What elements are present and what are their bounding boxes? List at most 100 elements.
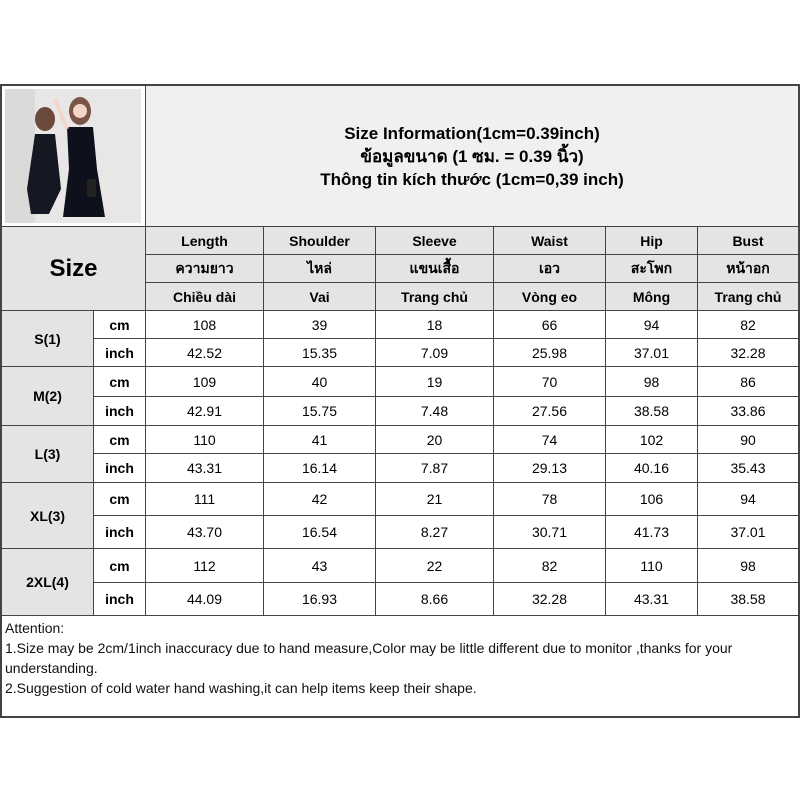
unit-label: cm [93, 425, 146, 454]
attention-note: 2.Suggestion of cold water hand washing,… [5, 680, 477, 696]
measurement-cell: 78 [493, 482, 606, 516]
column-header-th: เอว [493, 254, 606, 283]
measurement-cell: 16.14 [263, 453, 376, 483]
size-label: 2XL(4) [1, 548, 94, 616]
measurement-cell: 7.87 [375, 453, 494, 483]
attention-notes: Attention: 1.Size may be 2cm/1inch inacc… [1, 615, 799, 717]
unit-label: inch [93, 582, 146, 616]
measurement-cell: 7.09 [375, 338, 494, 367]
size-label: L(3) [1, 425, 94, 483]
measurement-cell: 18 [375, 310, 494, 339]
measurement-cell: 33.86 [697, 396, 799, 426]
unit-label: inch [93, 453, 146, 483]
measurement-cell: 20 [375, 425, 494, 454]
table-row: inch 43.31 16.14 7.87 29.13 40.16 35.43 [2, 453, 799, 483]
table-row: L(3) cm 110 41 20 74 102 90 [1, 425, 799, 483]
title-english: Size Information(1cm=0.39inch) [344, 123, 600, 143]
table-row: S(1) cm 108 39 18 66 94 82 [1, 310, 799, 367]
measurement-cell: 44.09 [145, 582, 264, 616]
measurement-cell: 111 [145, 482, 264, 516]
measurement-cell: 110 [145, 425, 264, 454]
measurement-cell: 43.31 [605, 582, 698, 616]
measurement-cell: 35.43 [697, 453, 799, 483]
measurement-cell: 41.73 [605, 515, 698, 549]
measurement-cell: 37.01 [605, 338, 698, 367]
measurement-cell: 27.56 [493, 396, 606, 426]
measurement-cell: 40 [263, 366, 376, 397]
table-row: inch 44.09 16.93 8.66 32.28 43.31 38.58 [2, 582, 799, 616]
measurement-cell: 70 [493, 366, 606, 397]
column-header-vi: Mông [605, 282, 698, 311]
attention-heading: Attention: [5, 620, 65, 636]
measurement-cell: 98 [697, 548, 799, 583]
table-row: XL(3) cm 111 42 21 78 106 94 [1, 482, 799, 549]
measurement-cell: 43.70 [145, 515, 264, 549]
size-label: XL(3) [1, 482, 94, 549]
measurement-cell: 39 [263, 310, 376, 339]
column-header-th: ความยาว [145, 254, 264, 283]
measurement-cell: 108 [145, 310, 264, 339]
measurement-cell: 82 [493, 548, 606, 583]
unit-label: cm [93, 310, 146, 339]
column-header-th: แขนเสื้อ [375, 254, 494, 283]
measurement-cell: 41 [263, 425, 376, 454]
measurement-cell: 42.91 [145, 396, 264, 426]
size-header: Size [1, 226, 146, 311]
dress-model-image [5, 89, 141, 223]
measurement-cell: 112 [145, 548, 264, 583]
unit-label: cm [93, 482, 146, 516]
measurement-cell: 8.66 [375, 582, 494, 616]
column-header-vi: Trang chủ [375, 282, 494, 311]
table-row: inch 42.52 15.35 7.09 25.98 37.01 32.28 [2, 338, 799, 367]
measurement-cell: 15.35 [263, 338, 376, 367]
column-header-th: ไหล่ [263, 254, 376, 283]
measurement-cell: 66 [493, 310, 606, 339]
column-header-en: Sleeve [375, 226, 494, 255]
measurement-cell: 94 [605, 310, 698, 339]
measurement-cell: 82 [697, 310, 799, 339]
measurement-cell: 74 [493, 425, 606, 454]
measurement-cell: 102 [605, 425, 698, 454]
column-header-vi: Vai [263, 282, 376, 311]
measurement-cell: 43.31 [145, 453, 264, 483]
size-info-title: Size Information(1cm=0.39inch) ข้อมูลขนา… [145, 85, 799, 227]
unit-label: cm [93, 366, 146, 397]
table-row: M(2) cm 109 40 19 70 98 86 [1, 366, 799, 426]
measurement-cell: 42.52 [145, 338, 264, 367]
title-vietnamese: Thông tin kích thước (1cm=0,39 inch) [320, 169, 624, 189]
measurement-cell: 16.54 [263, 515, 376, 549]
size-table: Size Information(1cm=0.39inch) ข้อมูลขนา… [1, 85, 799, 717]
measurement-cell: 38.58 [605, 396, 698, 426]
column-header-en: Hip [605, 226, 698, 255]
unit-label: inch [93, 396, 146, 426]
measurement-cell: 8.27 [375, 515, 494, 549]
table-row: 2XL(4) cm 112 43 22 82 110 98 [1, 548, 799, 616]
measurement-cell: 86 [697, 366, 799, 397]
unit-label: inch [93, 338, 146, 367]
column-header-vi: Chiều dài [145, 282, 264, 311]
measurement-cell: 90 [697, 425, 799, 454]
size-label: M(2) [1, 366, 94, 426]
measurement-cell: 19 [375, 366, 494, 397]
measurement-cell: 37.01 [697, 515, 799, 549]
column-header-en: Shoulder [263, 226, 376, 255]
column-header-th: สะโพก [605, 254, 698, 283]
unit-label: cm [93, 548, 146, 583]
measurement-cell: 32.28 [697, 338, 799, 367]
measurement-cell: 98 [605, 366, 698, 397]
measurement-cell: 15.75 [263, 396, 376, 426]
table-row: inch 42.91 15.75 7.48 27.56 38.58 33.86 [2, 396, 799, 426]
column-header-th: หน้าอก [697, 254, 799, 283]
measurement-cell: 43 [263, 548, 376, 583]
measurement-cell: 42 [263, 482, 376, 516]
column-header-en: Waist [493, 226, 606, 255]
measurement-cell: 109 [145, 366, 264, 397]
unit-label: inch [93, 515, 146, 549]
column-header-vi: Vòng eo [493, 282, 606, 311]
measurement-cell: 40.16 [605, 453, 698, 483]
measurement-cell: 30.71 [493, 515, 606, 549]
measurement-cell: 32.28 [493, 582, 606, 616]
measurement-cell: 94 [697, 482, 799, 516]
column-header-en: Length [145, 226, 264, 255]
size-label: S(1) [1, 310, 94, 367]
